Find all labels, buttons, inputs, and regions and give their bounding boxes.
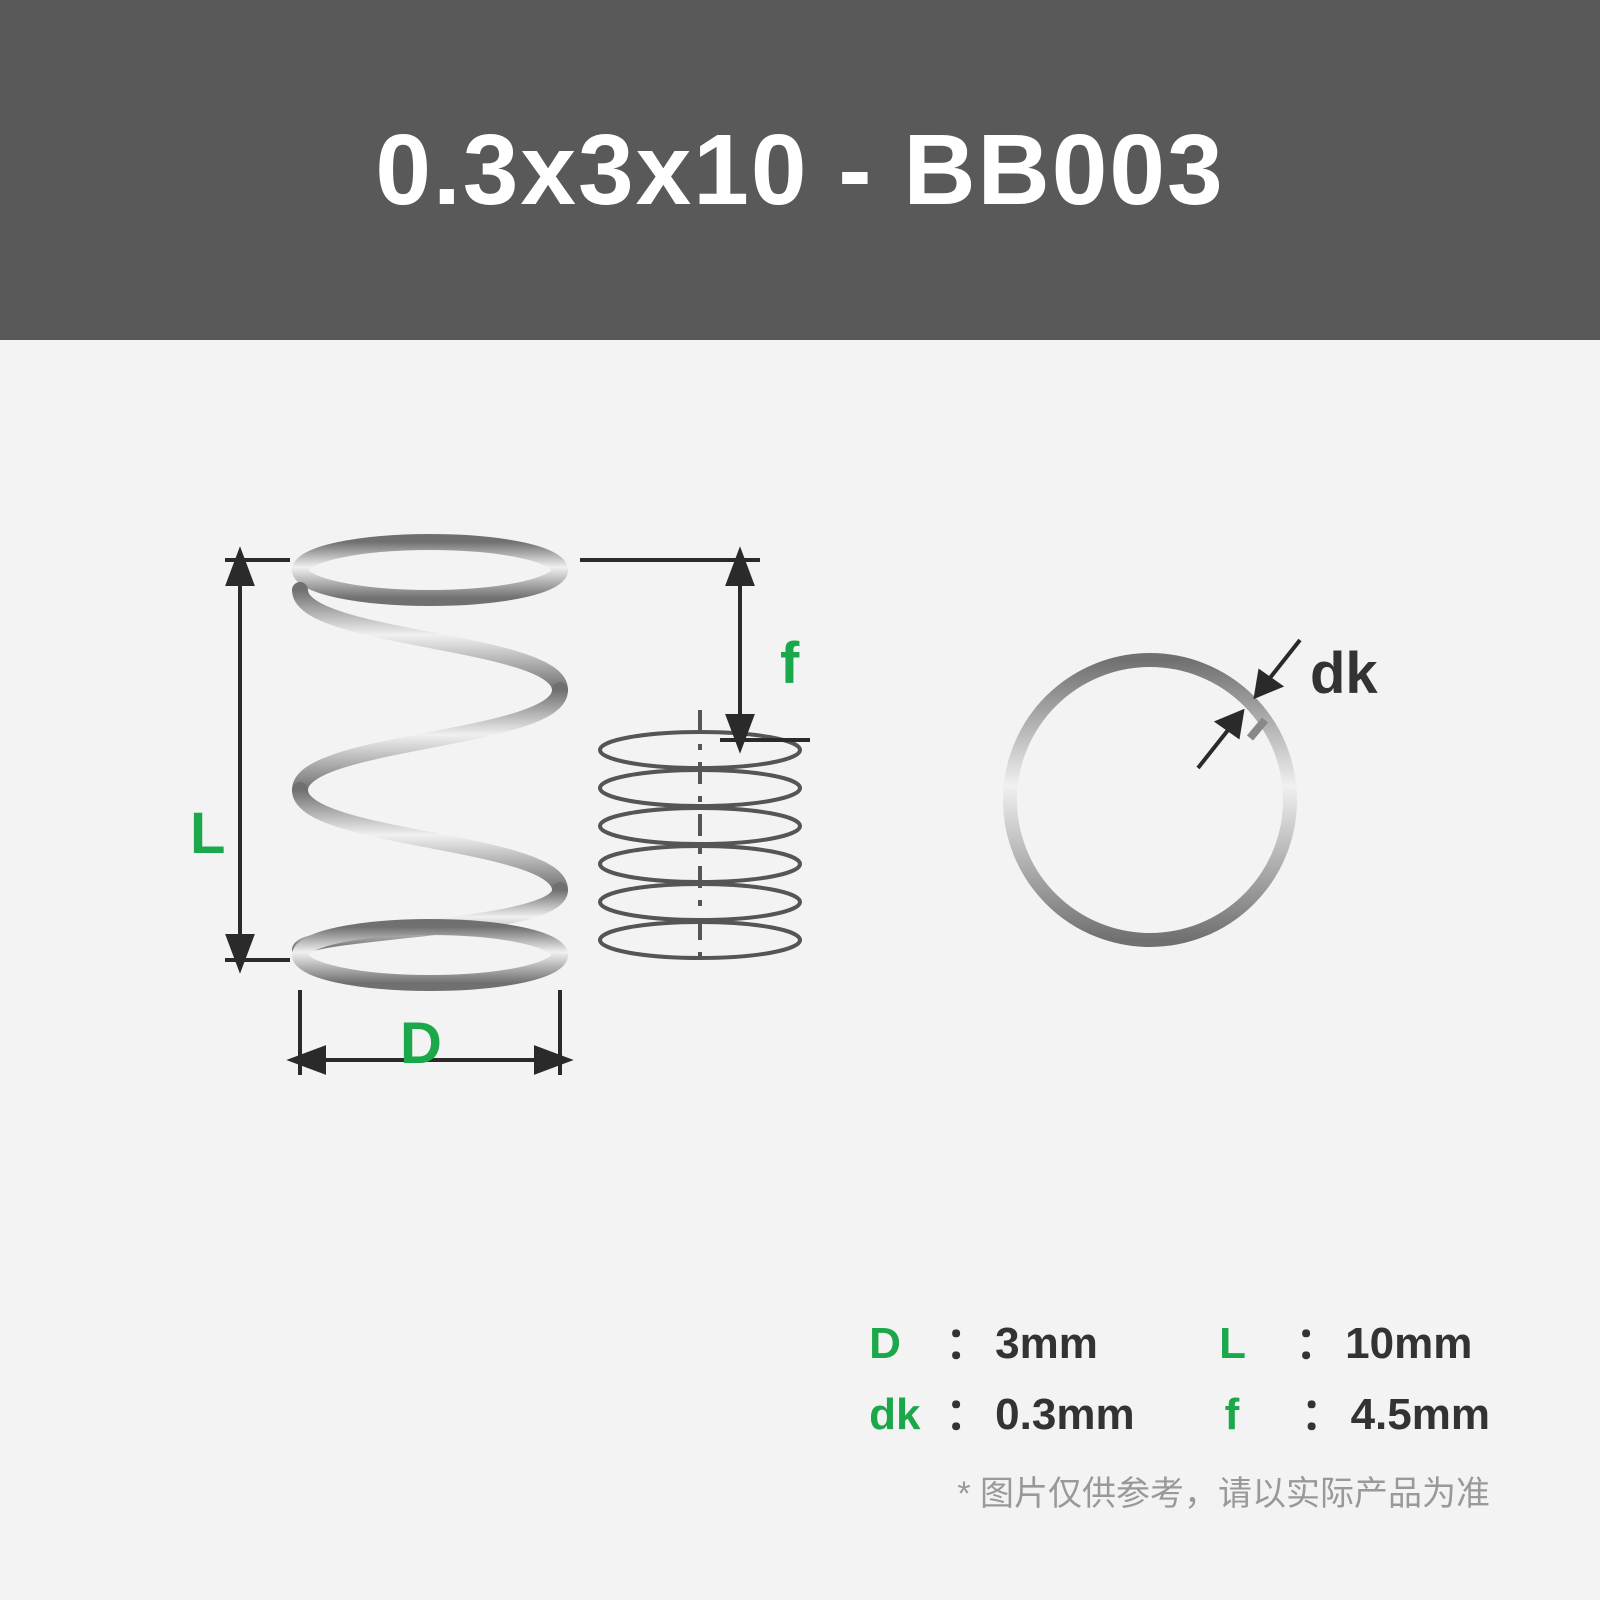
dimension-f	[580, 552, 810, 748]
label-f: f	[780, 630, 799, 697]
label-dk: dk	[1310, 640, 1378, 707]
label-D: D	[400, 1010, 442, 1077]
spec-dk: dk ： 0.3mm	[869, 1380, 1134, 1450]
spring-top-view-ring	[1010, 660, 1290, 940]
spring-rendered	[300, 542, 560, 983]
dimension-L	[225, 552, 290, 968]
spring-compressed-outline	[600, 710, 800, 970]
spec-D: D ： 3mm	[869, 1309, 1129, 1379]
spec-L: L ： 10mm	[1219, 1309, 1479, 1379]
label-L: L	[190, 800, 225, 867]
header-banner: 0.3x3x10 - BB003	[0, 0, 1600, 340]
spec-table: D ： 3mm L ： 10mm dk ： 0.3mm f ： 4.5mm	[869, 1309, 1490, 1450]
spec-f: f ： 4.5mm	[1225, 1380, 1490, 1450]
diagram-canvas: L D f dk D ： 3mm L ： 10mm dk ： 0.3mm f	[0, 340, 1600, 1600]
disclaimer-text: * 图片仅供参考，请以实际产品为准	[957, 1466, 1490, 1515]
product-title: 0.3x3x10 - BB003	[375, 113, 1224, 228]
